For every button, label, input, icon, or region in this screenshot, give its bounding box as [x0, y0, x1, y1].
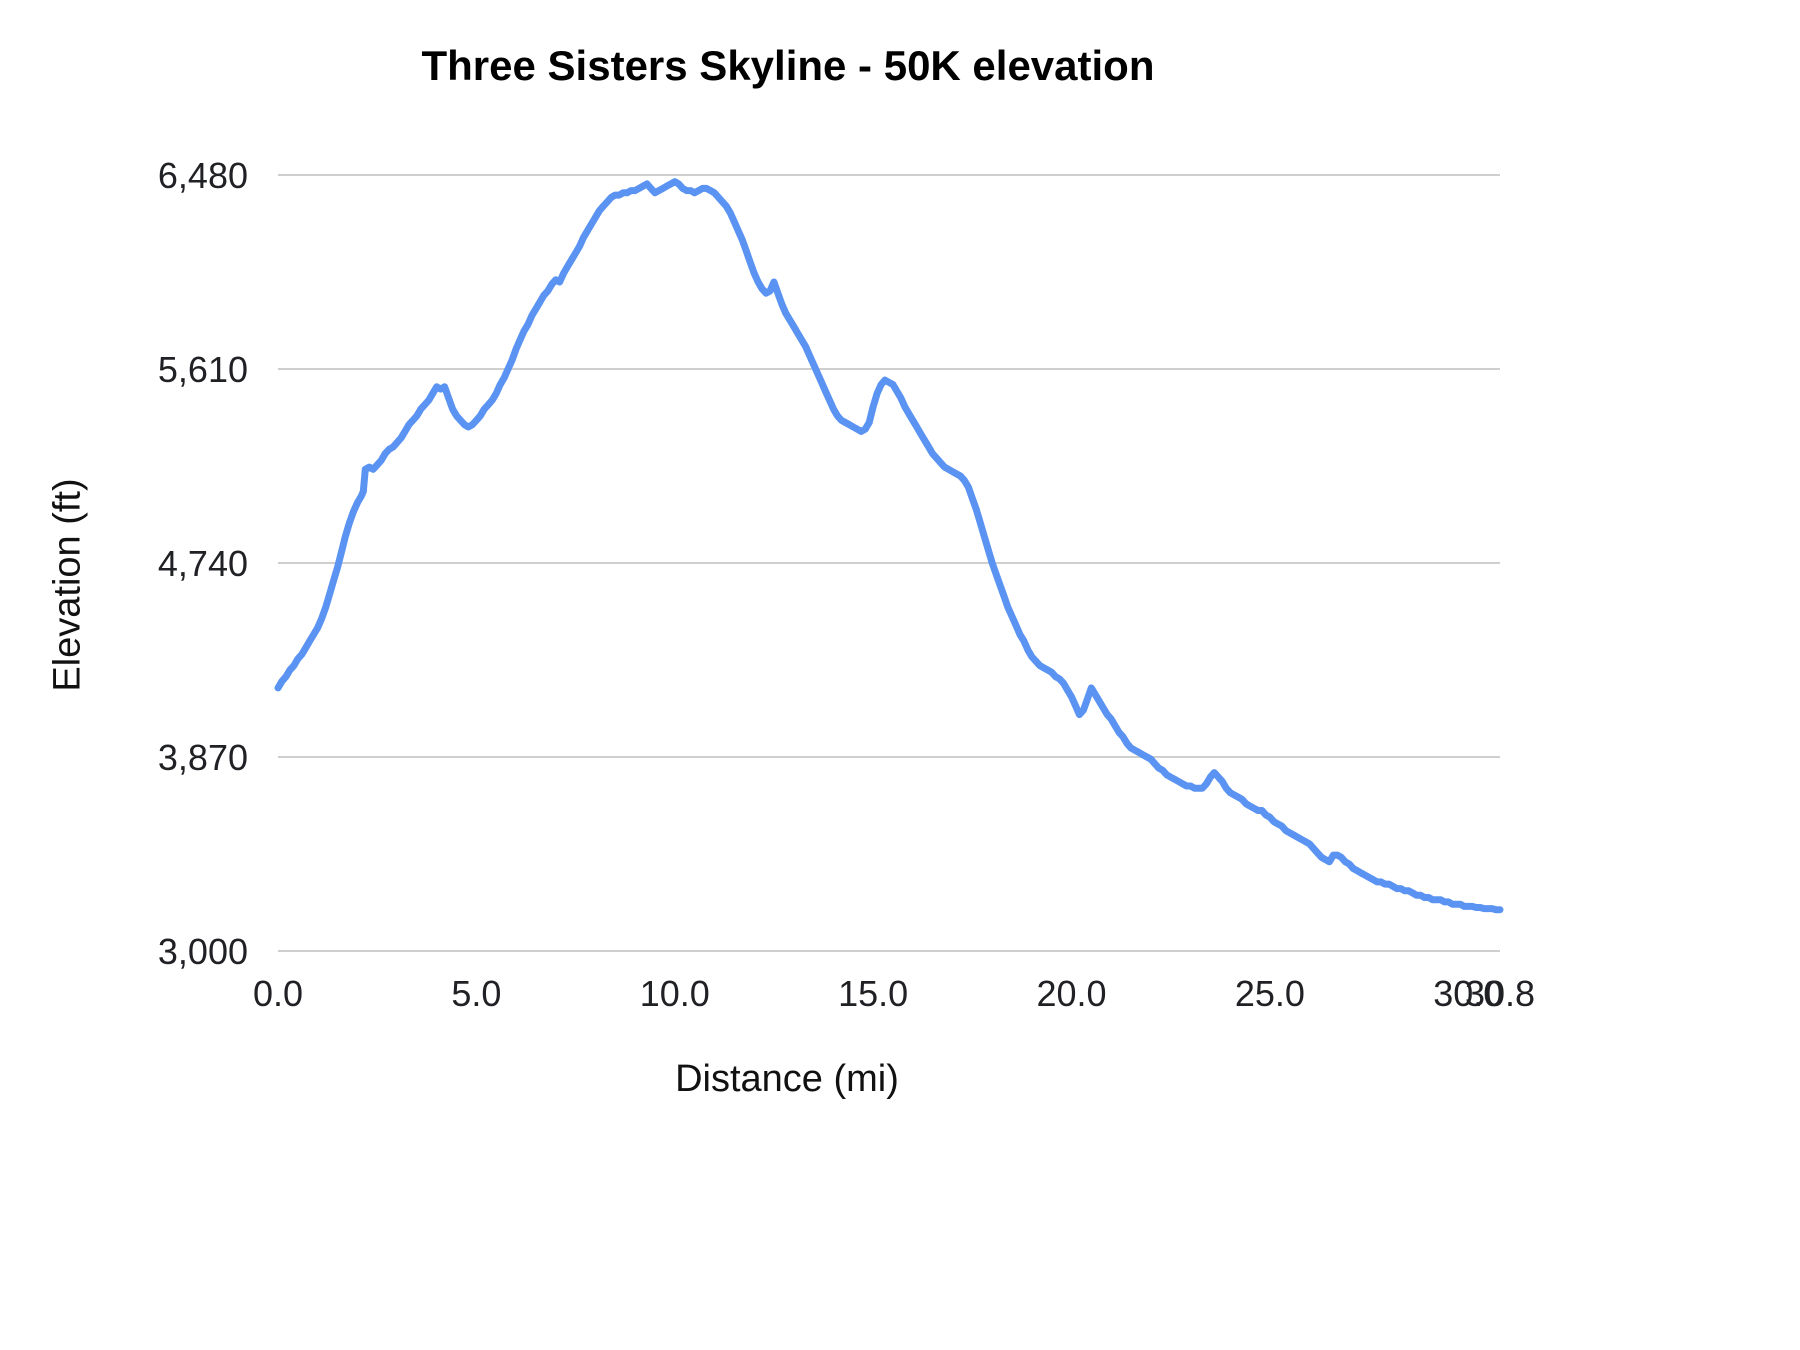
elevation-line: [274, 178, 1504, 914]
x-tick-label: 30.8: [1465, 973, 1535, 1014]
chart-title: Three Sisters Skyline - 50K elevation: [421, 42, 1155, 89]
y-tick-label: 3,870: [158, 737, 248, 778]
x-tick-label: 0.0: [253, 973, 303, 1014]
x-tick-label: 20.0: [1036, 973, 1106, 1014]
y-tick-label: 3,000: [158, 931, 248, 972]
y-tick-label: 5,610: [158, 349, 248, 390]
y-tick-label: 4,740: [158, 543, 248, 584]
x-tick-label: 15.0: [838, 973, 908, 1014]
x-tick-label: 30.0: [1433, 973, 1503, 1014]
x-tick-label: 25.0: [1235, 973, 1305, 1014]
x-tick-label: 5.0: [451, 973, 501, 1014]
x-tick-label: 10.0: [640, 973, 710, 1014]
x-axis-title: Distance (mi): [675, 1058, 899, 1100]
y-tick-label: 6,480: [158, 155, 248, 196]
